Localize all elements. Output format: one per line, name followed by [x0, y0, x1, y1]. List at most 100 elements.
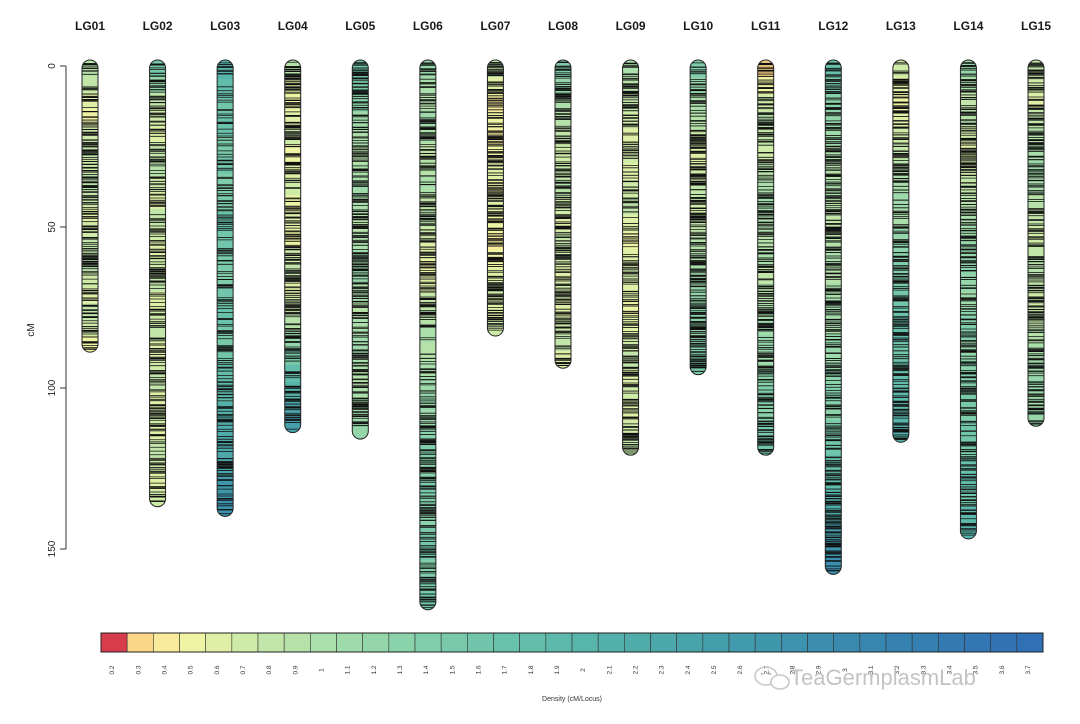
linkage-group-label: LG02	[143, 19, 173, 33]
linkage-group-outline	[892, 59, 910, 443]
legend-tick-label: 2.7	[763, 665, 770, 674]
legend-swatch	[728, 632, 756, 653]
density-segment	[82, 76, 98, 94]
linkage-group-outline	[824, 59, 842, 575]
density-segment	[217, 478, 234, 498]
density-segment	[149, 308, 166, 326]
y-tick-label: 100	[47, 379, 58, 396]
linkage-group-outline	[622, 59, 640, 456]
density-segment	[149, 423, 166, 442]
y-axis-title: cM	[26, 323, 37, 336]
legend-swatch	[388, 632, 416, 653]
density-segment	[217, 60, 234, 80]
density-segment	[217, 497, 234, 517]
density-segment	[82, 335, 98, 353]
linkage-group-outline	[554, 59, 572, 369]
legend-tick-label: 3.3	[920, 665, 927, 674]
linkage-group-label: LG08	[548, 19, 578, 33]
linkage-group-bar	[1028, 60, 1044, 427]
linkage-group-label: LG14	[953, 19, 983, 33]
density-legend: 0.2 0.3 0.4 0.5 0.6 0.7 0.8 0.9 1 1.1 1.2 1.3 1.4 1.5…	[100, 632, 1044, 703]
density-segment	[217, 117, 234, 137]
density-segment	[622, 248, 639, 267]
legend-swatch	[781, 632, 808, 653]
density-segment	[690, 77, 707, 96]
legend-swatch	[545, 632, 573, 653]
linkage-group-outline	[486, 59, 504, 337]
density-segment	[622, 60, 639, 78]
watermark: TeaGermplasmLab	[754, 665, 976, 690]
legend-tick-label: 3.2	[894, 665, 901, 674]
density-segment	[82, 124, 98, 142]
linkage-group-outline	[216, 59, 234, 517]
legend-swatch	[362, 632, 390, 653]
legend-tick-label: 1	[318, 668, 325, 672]
density-segment	[1028, 376, 1044, 394]
legend-tick-label: 0.7	[240, 665, 247, 674]
legend-swatch	[283, 632, 311, 653]
linkage-group-outline	[351, 59, 369, 440]
density-segment	[487, 94, 504, 113]
linkage-group-bar	[960, 60, 977, 539]
linkage-group-bar	[825, 60, 842, 575]
density-segment	[757, 214, 774, 233]
legend-tick-label: 1.5	[449, 665, 456, 674]
legend-tick-label: 0.9	[292, 665, 299, 674]
density-segment	[419, 176, 436, 194]
legend-swatch	[597, 632, 625, 653]
density-segment	[82, 287, 98, 305]
y-tick-label: 50	[47, 221, 58, 233]
density-segment	[217, 98, 234, 118]
density-segment	[690, 147, 707, 166]
legend-swatch	[467, 632, 494, 653]
legend-tick-label: 3.6	[999, 665, 1006, 674]
density-segment	[555, 77, 571, 95]
linkage-group-label: LG12	[818, 19, 848, 33]
legend-tick-label: 0.3	[135, 665, 142, 674]
legend-swatch	[153, 632, 180, 653]
density-segment	[82, 222, 98, 240]
density-segment	[149, 324, 166, 342]
linkage-group-outline	[689, 59, 707, 376]
legend-swatch	[205, 632, 233, 653]
legend-swatch	[754, 632, 782, 653]
legend-tick-label: 1.2	[371, 665, 378, 674]
density-segment	[555, 145, 571, 164]
density-segment	[555, 265, 571, 284]
density-segment	[622, 180, 639, 199]
linkage-group-bar	[352, 60, 369, 440]
density-segment	[622, 94, 639, 113]
legend-tick-label: 2.2	[632, 665, 639, 674]
density-segment	[1028, 209, 1044, 228]
legend-swatch	[493, 632, 520, 653]
density-segment	[149, 241, 166, 260]
density-segment	[149, 208, 166, 227]
legend-tick-label: 0.5	[188, 665, 195, 674]
legend-swatch	[676, 632, 704, 653]
density-segment	[825, 402, 842, 421]
legend-tick-label: 2.9	[816, 665, 823, 674]
linkage-group-bar	[149, 60, 166, 507]
legend-swatch	[859, 632, 887, 653]
density-segment	[690, 182, 707, 201]
linkage-group-outline	[149, 59, 167, 508]
density-segment	[419, 326, 436, 344]
density-segment	[757, 128, 774, 147]
legend-tick-label: 0.8	[266, 665, 273, 674]
linkage-group-bar	[892, 60, 909, 443]
legend-swatch	[126, 632, 154, 653]
legend-swatch	[257, 632, 285, 653]
legend-tick-label: 2	[580, 668, 587, 672]
legend-tick-label: 0.6	[214, 665, 221, 674]
density-segment	[217, 307, 234, 327]
linkage-group-label: LG03	[210, 19, 240, 33]
y-tick-label: 150	[47, 540, 58, 557]
legend-tick-label: 0.4	[161, 665, 168, 674]
linkage-group-label: LG04	[278, 19, 308, 33]
legend-tick-label: 2.3	[659, 665, 666, 674]
linkage-group-outline	[959, 59, 977, 540]
density-segment	[82, 157, 98, 175]
linkage-group-outline	[81, 59, 99, 353]
density-segment	[487, 111, 504, 130]
legend-tick-label: 3.4	[946, 665, 953, 674]
